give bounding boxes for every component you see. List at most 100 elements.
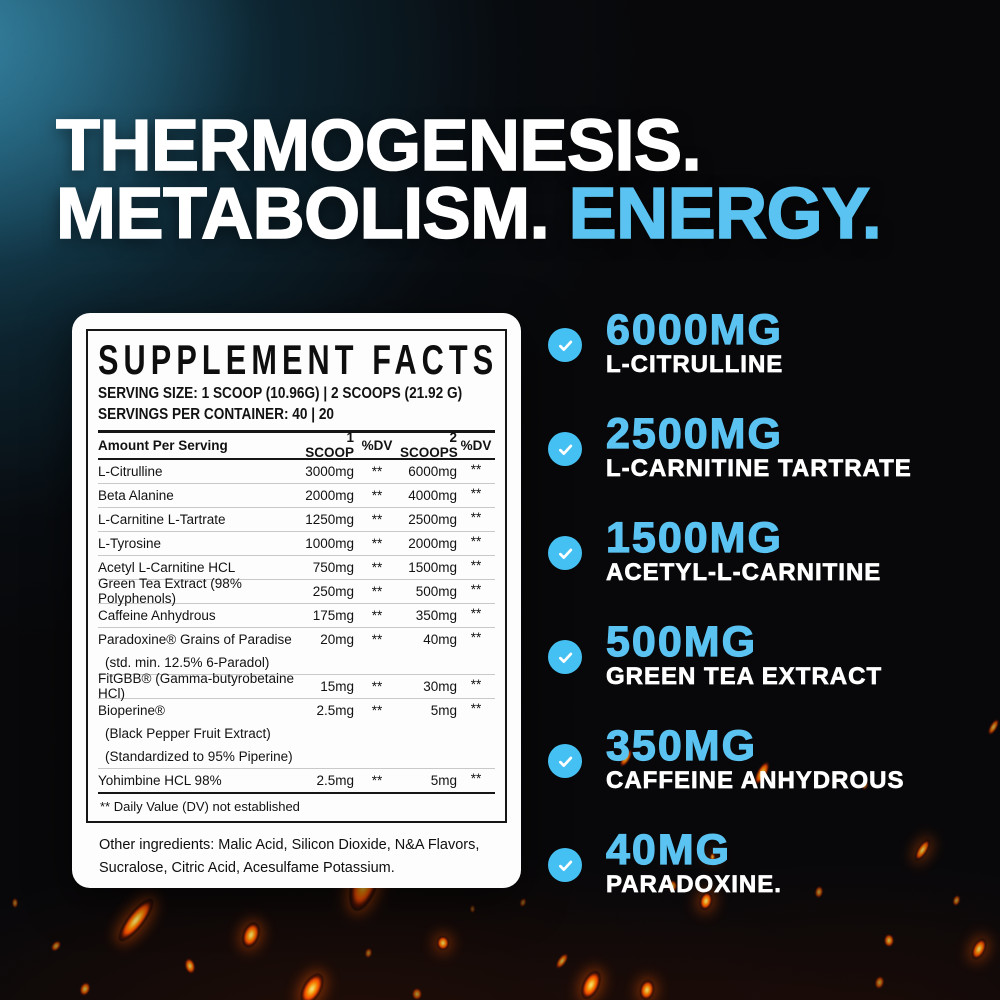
table-row: Beta Alanine 2000mg ** 4000mg ** xyxy=(98,484,495,508)
ember xyxy=(113,894,159,946)
servings-per-container-line: SERVINGS PER CONTAINER: 40 | 20 xyxy=(98,406,335,423)
ingredient-name: Yohimbine HCL 98% xyxy=(98,772,222,788)
amount-1-scoop: 1250mg xyxy=(305,511,354,527)
table-row: L-Tyrosine 1000mg ** 2000mg ** xyxy=(98,532,495,556)
dv-2-scoops: ** xyxy=(470,700,482,716)
ember xyxy=(183,956,197,976)
check-icon xyxy=(548,848,582,882)
highlight-name: CAFFEINE ANHYDROUS xyxy=(606,767,905,795)
dv-2-scoops: ** xyxy=(470,533,482,549)
amount-2-scoops: 5mg xyxy=(430,772,457,788)
highlight-item: 6000MG L-CITRULLINE xyxy=(548,306,912,413)
highlight-name: L-CITRULLINE xyxy=(606,351,784,379)
headline-line2-blue: ENERGY. xyxy=(568,174,883,254)
table-row: FitGBB® (Gamma-butyrobetaine HCl) 15mg ** 3… xyxy=(98,671,495,701)
table-row: Yohimbine HCL 98% 2.5mg ** 5mg ** xyxy=(98,769,495,792)
dv-2-scoops: ** xyxy=(470,581,482,597)
ingredient-row: L-Carnitine L-Tartrate 1250mg ** 2500mg ** xyxy=(98,508,495,531)
dv-2-scoops: ** xyxy=(470,605,482,621)
highlight-text: 6000MG L-CITRULLINE xyxy=(605,306,784,379)
ingredient-row: Paradoxine® Grains of Paradise 20mg ** 40mg… xyxy=(98,628,495,651)
ingredient-row: Caffeine Anhydrous 175mg ** 350mg ** xyxy=(98,604,495,627)
ingredient-row: Bioperine® 2.5mg ** 5mg ** xyxy=(98,699,495,722)
ingredient-row: L-Tyrosine 1000mg ** 2000mg ** xyxy=(98,532,495,555)
dv-2-scoops: ** xyxy=(470,557,482,573)
ingredient-row: Green Tea Extract (98% Polyphenols) 250mg… xyxy=(98,576,495,606)
highlight-item: 2500MG L-CARNITINE TARTRATE xyxy=(548,412,912,517)
col-dv-1: %DV xyxy=(361,437,393,453)
ingredient-row: FitGBB® (Gamma-butyrobetaine HCl) 15mg ** 3… xyxy=(98,671,495,701)
amount-2-scoops: 5mg xyxy=(430,702,457,718)
col-1-scoop: 1 SCOOP xyxy=(305,430,354,460)
col-amount-per-serving: Amount Per Serving xyxy=(98,437,228,453)
highlight-amount: 500MG xyxy=(605,618,758,666)
ember xyxy=(577,968,605,1000)
dv-1-scoop: ** xyxy=(371,463,383,479)
other-ingredients-text: Other ingredients: Malic Acid, Silicon D… xyxy=(99,837,480,876)
highlight-amount: 6000MG xyxy=(605,306,783,354)
table-row: Bioperine® 2.5mg ** 5mg ** (Black Pepper Frui… xyxy=(98,699,495,769)
ember xyxy=(470,905,475,913)
ember xyxy=(884,934,894,947)
highlight-amount: 1500MG xyxy=(605,514,783,562)
amount-2-scoops: 2500mg xyxy=(408,511,457,527)
ember xyxy=(239,920,263,950)
dv-2-scoops: ** xyxy=(470,770,482,786)
highlight-item: 500MG GREEN TEA EXTRACT xyxy=(548,618,912,725)
ingredient-note: (Black Pepper Fruit Extract) xyxy=(105,725,271,741)
amount-2-scoops: 500mg xyxy=(415,583,457,599)
highlight-item: 350MG CAFFEINE ANHYDROUS xyxy=(548,724,912,829)
ember xyxy=(412,988,422,1000)
amount-1-scoop: 2.5mg xyxy=(316,772,354,788)
amount-1-scoop: 175mg xyxy=(312,607,354,623)
dv-1-scoop: ** xyxy=(371,511,383,527)
ingredient-row: Yohimbine HCL 98% 2.5mg ** 5mg ** xyxy=(98,769,495,792)
check-icon xyxy=(548,744,582,778)
serving-size-line: SERVING SIZE: 1 SCOOP (10.96G) | 2 SCOOP… xyxy=(98,385,463,402)
ember xyxy=(553,951,571,971)
ingredient-name: Bioperine® xyxy=(98,702,165,718)
amount-1-scoop: 750mg xyxy=(312,559,354,575)
amount-2-scoops: 40mg xyxy=(423,631,457,647)
ember xyxy=(12,898,18,908)
ingredient-name: Caffeine Anhydrous xyxy=(98,607,216,623)
table-row: Paradoxine® Grains of Paradise 20mg ** 40mg… xyxy=(98,628,495,675)
ingredient-table-body: L-Citrulline 3000mg ** 6000mg ** Beta Alanine… xyxy=(98,460,495,792)
supplement-facts-title: SUPPLEMENT FACTS xyxy=(98,336,499,383)
amount-1-scoop: 20mg xyxy=(320,631,354,647)
highlight-text: 500MG GREEN TEA EXTRACT xyxy=(605,618,883,691)
dv-2-scoops: ** xyxy=(470,461,482,477)
col-dv-2: %DV xyxy=(460,437,492,453)
ingredient-name: FitGBB® (Gamma-butyrobetaine HCl) xyxy=(98,671,295,701)
dv-1-scoop: ** xyxy=(371,487,383,503)
amount-1-scoop: 2.5mg xyxy=(316,702,354,718)
amount-1-scoop: 2000mg xyxy=(305,487,354,503)
highlight-item: 40MG PARADOXINE. xyxy=(548,826,912,933)
highlight-name: L-CARNITINE TARTRATE xyxy=(606,455,912,483)
amount-2-scoops: 2000mg xyxy=(408,535,457,551)
highlight-name: GREEN TEA EXTRACT xyxy=(606,663,883,691)
table-row: Green Tea Extract (98% Polyphenols) 250mg… xyxy=(98,576,495,606)
highlight-name: PARADOXINE. xyxy=(606,871,782,899)
amount-2-scoops: 1500mg xyxy=(408,559,457,575)
supplement-facts-panel: SUPPLEMENT FACTS SERVING SIZE: 1 SCOOP (… xyxy=(72,313,521,888)
ingredient-row: Beta Alanine 2000mg ** 4000mg ** xyxy=(98,484,495,507)
highlight-amount: 40MG xyxy=(605,826,732,874)
dv-2-scoops: ** xyxy=(470,485,482,501)
highlight-text: 1500MG ACETYL-L-CARNITINE xyxy=(605,514,881,586)
amount-1-scoop: 15mg xyxy=(320,678,354,694)
supplement-facts-border-box: SUPPLEMENT FACTS SERVING SIZE: 1 SCOOP (… xyxy=(86,329,507,823)
ember xyxy=(985,717,1000,737)
ingredient-name: Green Tea Extract (98% Polyphenols) xyxy=(98,576,242,606)
daily-value-footnote: ** Daily Value (DV) not established xyxy=(100,799,300,814)
ember xyxy=(518,897,528,908)
table-row: L-Carnitine L-Tartrate 1250mg ** 2500mg ** xyxy=(98,508,495,532)
amount-1-scoop: 1000mg xyxy=(305,535,354,551)
headline-line2-white: METABOLISM. xyxy=(55,174,569,254)
check-icon xyxy=(548,328,582,362)
amount-1-scoop: 3000mg xyxy=(305,463,354,479)
check-icon xyxy=(548,432,582,466)
dv-1-scoop: ** xyxy=(371,772,383,788)
ingredient-name: L-Citrulline xyxy=(98,463,163,479)
ember xyxy=(49,938,63,954)
